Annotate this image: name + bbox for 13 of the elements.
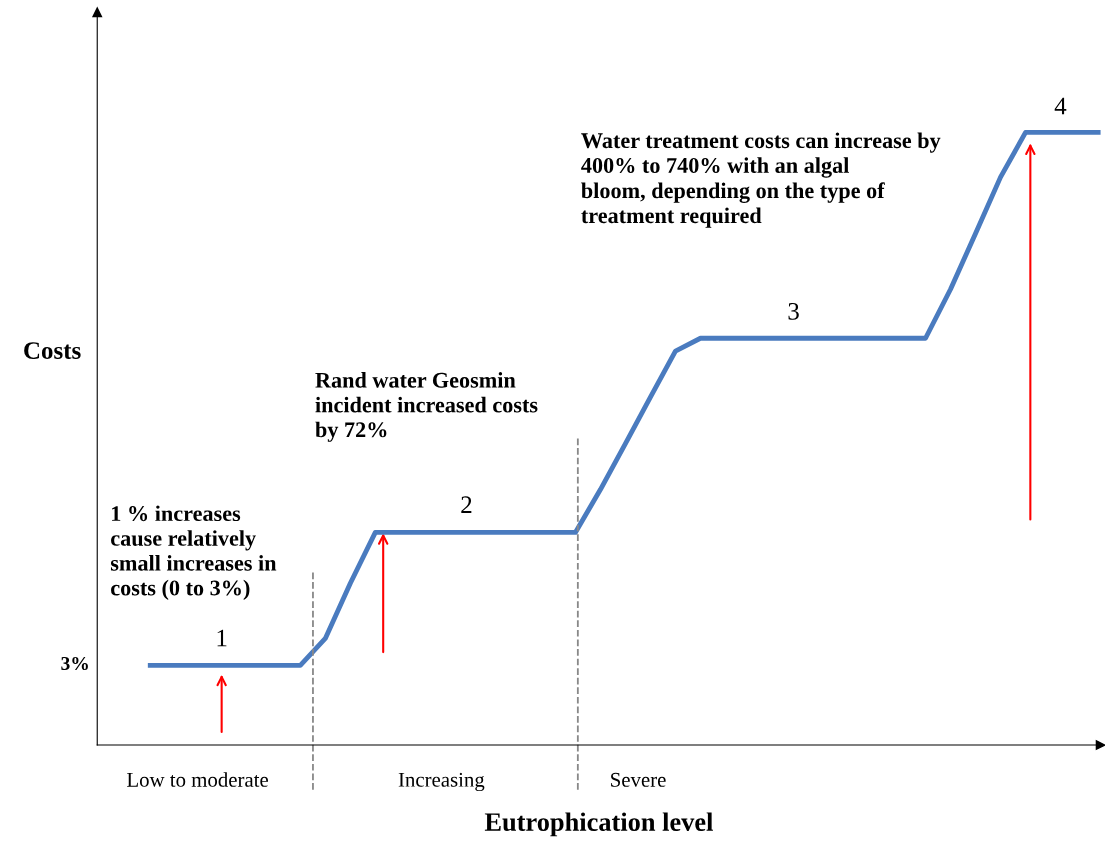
annotation: Rand water Geosmin incident increased costs by 72% <box>315 372 538 442</box>
text: 3% <box>61 656 88 671</box>
text: Increasing <box>398 772 485 792</box>
annotation: 1 <box>217 629 227 647</box>
y-axis-title: Costs <box>24 342 81 359</box>
annotation: 3 <box>788 302 799 320</box>
annotation: Water treatment costs can increase by 400% to 740% with an algal bloom, depending on the type of treatment required <box>581 132 941 228</box>
text: 4 <box>1054 97 1067 115</box>
text: Low to moderate <box>127 772 269 787</box>
text: Severe <box>611 772 666 787</box>
annotation: 2 <box>461 496 472 513</box>
annotation: 1 % increases cause relatively small increases in costs (0 to 3%) <box>110 505 277 600</box>
x-axis-title: Eutrophication level <box>484 812 713 837</box>
